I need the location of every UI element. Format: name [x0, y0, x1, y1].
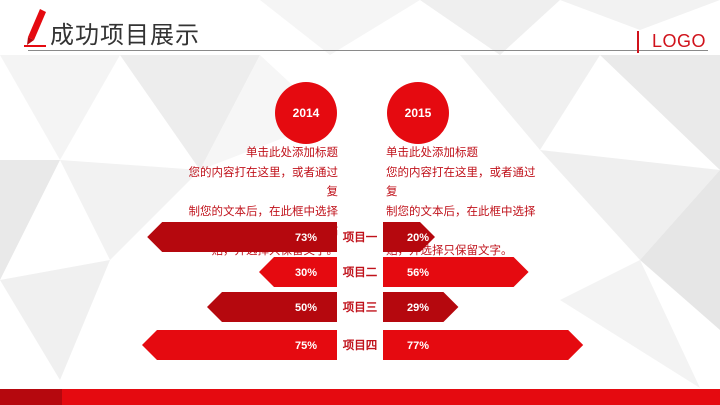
logo: LOGO [652, 31, 707, 51]
category-label-2: 项目二 [343, 265, 378, 279]
header-divider [28, 50, 708, 51]
year-badge-left: 2014 [275, 82, 337, 144]
year-badge-right: 2015 [387, 82, 449, 144]
data-label-left-1: 73% [295, 232, 317, 244]
footer-bar-accent [0, 389, 62, 405]
bar-left-1 [147, 222, 337, 252]
data-label-left-4: 75% [295, 340, 317, 352]
bar-left-3 [207, 292, 337, 322]
data-label-right-1: 20% [407, 232, 429, 244]
description-left-title: 单击此处添加标题 [246, 145, 338, 159]
bar-right-2 [383, 257, 529, 287]
category-label-4: 项目四 [343, 338, 378, 352]
pencil-icon [24, 9, 46, 47]
description-right-title: 单击此处添加标题 [386, 145, 478, 159]
bar-left-4 [142, 330, 337, 360]
bar-right-3 [383, 292, 459, 322]
data-label-right-3: 29% [407, 302, 429, 314]
category-label-1: 项目一 [343, 230, 378, 244]
category-label-3: 项目三 [343, 300, 378, 314]
description-left-line: 您的内容打在这里，或者通过复 [188, 164, 339, 199]
data-label-right-4: 77% [407, 340, 429, 352]
bar-right-1 [383, 222, 435, 252]
data-label-right-2: 56% [407, 267, 429, 279]
description-right-line: 您的内容打在这里，或者通过复 [386, 164, 536, 199]
bar-right-4 [383, 330, 584, 360]
bar-left-2 [259, 257, 337, 287]
logo-divider [637, 31, 639, 53]
footer-bar [0, 389, 720, 405]
data-label-left-3: 50% [295, 302, 317, 314]
page-title: 成功项目展示 [50, 21, 200, 49]
data-label-left-2: 30% [295, 267, 317, 279]
